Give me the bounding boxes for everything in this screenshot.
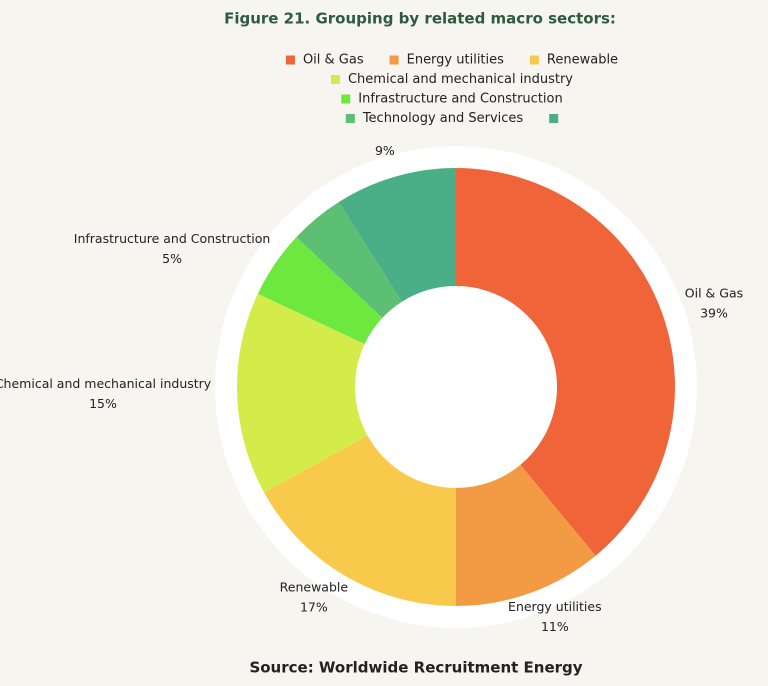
slice-label: Energy utilities	[508, 599, 602, 614]
slice-label: Chemical and mechanical industry	[0, 376, 212, 391]
data-label: 17%	[300, 599, 328, 614]
legend-label: Renewable	[547, 53, 618, 68]
data-label: 39%	[700, 306, 728, 321]
donut-slice	[456, 464, 596, 606]
legend-swatch	[345, 114, 355, 123]
legend-swatch	[529, 55, 539, 65]
legend-swatch	[341, 94, 351, 104]
donut-slice	[338, 168, 456, 302]
chart-source: Source: Worldwide Recruitment Energy	[249, 659, 582, 677]
data-label: 9%	[375, 143, 395, 158]
chart-title: Figure 21. Grouping by related macro sec…	[224, 10, 616, 28]
slice-label: Renewable	[280, 579, 349, 594]
donut-slice	[296, 202, 402, 318]
legend-swatch	[330, 75, 340, 84]
legend-swatch	[389, 55, 399, 65]
data-label: 5%	[162, 251, 182, 266]
slice-label: Infrastructure and Construction	[74, 231, 271, 246]
slice-label: Oil & Gas	[685, 286, 743, 301]
donut-slice	[236, 293, 368, 493]
donut-slice	[456, 168, 675, 556]
legend-label: Chemical and mechanical industry	[348, 72, 573, 87]
donut-slice	[264, 435, 456, 606]
legend-label: Technology and Services	[362, 111, 524, 126]
legend-label: Infrastructure and Construction	[358, 92, 562, 107]
legend-swatch	[285, 55, 295, 65]
legend-swatch	[549, 114, 559, 123]
data-label: 15%	[89, 396, 117, 411]
donut-slice	[257, 237, 383, 344]
data-label: 11%	[541, 619, 569, 634]
legend-label: Energy utilities	[407, 53, 505, 68]
legend-label: Oil & Gas	[303, 53, 364, 68]
